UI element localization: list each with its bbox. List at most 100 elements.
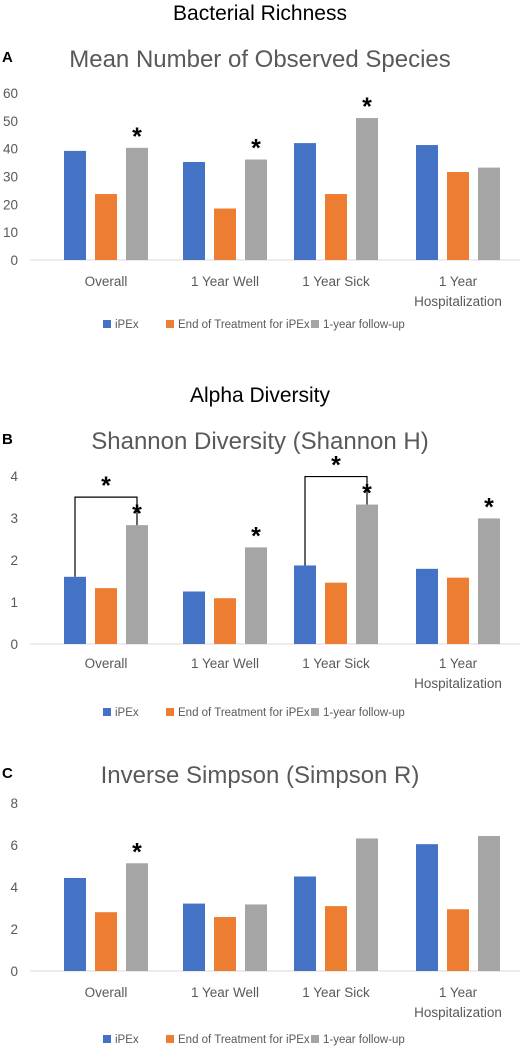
chart-a-y-tick: 10 — [3, 225, 18, 240]
chart-c-x-tick-label: 1 Year — [439, 985, 478, 1000]
chart-b-legend-swatch — [311, 708, 319, 716]
chart-c-bar-ipex — [416, 844, 438, 971]
chart-b-y-tick: 4 — [10, 469, 18, 484]
chart-b-bar-followup — [356, 504, 378, 644]
chart-c-y-tick: 2 — [10, 922, 18, 937]
chart-a-bar-ipex — [183, 162, 205, 260]
chart-b-legend-swatch — [166, 708, 174, 716]
chart-a-legend-label: iPEx — [115, 319, 139, 331]
chart-b-bracket-star: * — [331, 452, 341, 480]
chart-a-legend-label: End of Treatment for iPEx — [178, 319, 310, 331]
chart-a-x-tick-label: Overall — [85, 274, 128, 289]
chart-a-y-tick: 30 — [3, 170, 18, 185]
chart-b-y-tick: 3 — [10, 511, 18, 526]
chart-a-bar-end-of-treatment — [447, 172, 469, 260]
chart-c-legend-label: iPEx — [115, 1034, 139, 1046]
chart-c-bar-end-of-treatment — [325, 906, 347, 971]
chart-a-y-tick: 40 — [3, 142, 18, 157]
chart-b-y-tick: 1 — [10, 595, 18, 610]
chart-b-legend-swatch — [103, 708, 111, 716]
chart-b-title: Shannon Diversity (Shannon H) — [91, 428, 429, 455]
chart-a-y-tick: 50 — [3, 114, 18, 129]
chart-c-bar-followup — [356, 838, 378, 971]
chart-c-title: Inverse Simpson (Simpson R) — [101, 762, 420, 789]
chart-b-panel-letter: B — [2, 431, 13, 448]
chart-a-y-tick: 60 — [3, 86, 18, 101]
chart-c-bar-end-of-treatment — [95, 912, 117, 971]
chart-b-x-tick-label: Overall — [85, 656, 128, 671]
chart-b-bar-followup — [126, 525, 148, 644]
chart-a-x-tick-label: 1 Year Well — [191, 274, 259, 289]
charts-group: A Mean Number of Observed Species01020304… — [2, 46, 520, 1046]
chart-a-x-tick-label: Hospitalization — [414, 294, 502, 309]
chart-c-y-tick: 4 — [10, 880, 18, 895]
chart-b-x-tick-label: 1 Year — [439, 656, 478, 671]
chart-c-legend-swatch — [103, 1035, 111, 1043]
chart-a-bar-followup — [245, 159, 267, 260]
chart-c-bar-followup — [126, 863, 148, 971]
chart-b-legend-label: End of Treatment for iPEx — [178, 707, 310, 719]
section-title-bacterial-richness: Bacterial Richness — [173, 2, 347, 25]
chart-c-legend-swatch — [311, 1035, 319, 1043]
chart-a-bar-ipex — [416, 145, 438, 260]
chart-c-x-tick-label: Hospitalization — [414, 1005, 502, 1020]
chart-a-legend-swatch — [103, 320, 111, 328]
chart-a-bar-ipex — [294, 143, 316, 260]
chart-b-significance-bracket — [74, 496, 138, 577]
chart-b-bar-followup — [245, 547, 267, 644]
chart-c-y-tick: 6 — [10, 838, 18, 853]
chart-a-bar-end-of-treatment — [214, 208, 236, 260]
chart-b-significance-star: * — [251, 522, 261, 550]
chart-c-bar-followup — [245, 904, 267, 971]
chart-a-significance-star: * — [132, 123, 142, 151]
chart-a-bar-followup — [478, 167, 500, 260]
chart-a-title: Mean Number of Observed Species — [69, 46, 451, 73]
chart-a-bar-end-of-treatment — [325, 194, 347, 260]
section-title-alpha-diversity: Alpha Diversity — [190, 384, 331, 407]
chart-b-x-tick-label: Hospitalization — [414, 676, 502, 691]
chart-b-bar-ipex — [183, 591, 205, 644]
chart-b-bar-ipex — [64, 576, 86, 644]
chart-b-bar-followup — [478, 518, 500, 644]
chart-a-significance-star: * — [251, 135, 261, 163]
chart-a-bar-end-of-treatment — [95, 194, 117, 260]
chart-a-bar-followup — [126, 147, 148, 260]
chart-a-legend-swatch — [166, 320, 174, 328]
chart-c-y-tick: 8 — [10, 796, 18, 811]
chart-c-bar-end-of-treatment — [447, 909, 469, 971]
chart-c-x-tick-label: Overall — [85, 985, 128, 1000]
chart-c-x-tick-label: 1 Year Well — [191, 985, 259, 1000]
chart-b-legend-label: iPEx — [115, 707, 139, 719]
chart-b-bar-end-of-treatment — [325, 582, 347, 644]
chart-c-legend-label: End of Treatment for iPEx — [178, 1034, 310, 1046]
chart-panel-c: C Inverse Simpson (Simpson R) 0 2 4 6 8 Overall… — [2, 762, 520, 1046]
chart-a-bar-followup — [356, 118, 378, 260]
chart-b-x-tick-label: 1 Year Sick — [302, 656, 370, 671]
chart-b-bar-ipex — [294, 565, 316, 644]
chart-c-legend-swatch — [166, 1035, 174, 1043]
chart-a-panel-letter: A — [2, 49, 13, 66]
chart-c-bar-followup — [478, 835, 500, 971]
chart-c-bar-ipex — [64, 877, 86, 971]
chart-panel-b: B Shannon Diversity (Shannon H) 0 1 2 3 4 Overa… — [2, 428, 520, 719]
chart-b-bar-ipex — [416, 568, 438, 644]
chart-b-bar-end-of-treatment — [214, 598, 236, 644]
chart-a-legend-label: 1-year follow-up — [323, 319, 405, 331]
chart-c-panel-letter: C — [2, 765, 13, 782]
chart-a-bar-ipex — [64, 150, 86, 260]
chart-b-legend-label: 1-year follow-up — [323, 707, 405, 719]
chart-c-y-tick: 0 — [10, 964, 18, 979]
chart-c-bar-end-of-treatment — [214, 917, 236, 971]
chart-panel-a: A Mean Number of Observed Species 0 10 20 30 4… — [2, 46, 520, 331]
chart-a-x-tick-label: 1 Year Sick — [302, 274, 370, 289]
chart-b-y-tick: 0 — [10, 637, 18, 652]
chart-b-bar-end-of-treatment — [95, 588, 117, 644]
chart-c-significance-star: * — [132, 838, 142, 866]
chart-a-legend-swatch — [311, 320, 319, 328]
chart-c-bar-ipex — [294, 876, 316, 971]
chart-b-y-tick: 2 — [10, 553, 18, 568]
chart-c-legend-label: 1-year follow-up — [323, 1034, 405, 1046]
chart-b-significance-star: * — [484, 493, 494, 521]
chart-c-x-tick-label: 1 Year Sick — [302, 985, 370, 1000]
